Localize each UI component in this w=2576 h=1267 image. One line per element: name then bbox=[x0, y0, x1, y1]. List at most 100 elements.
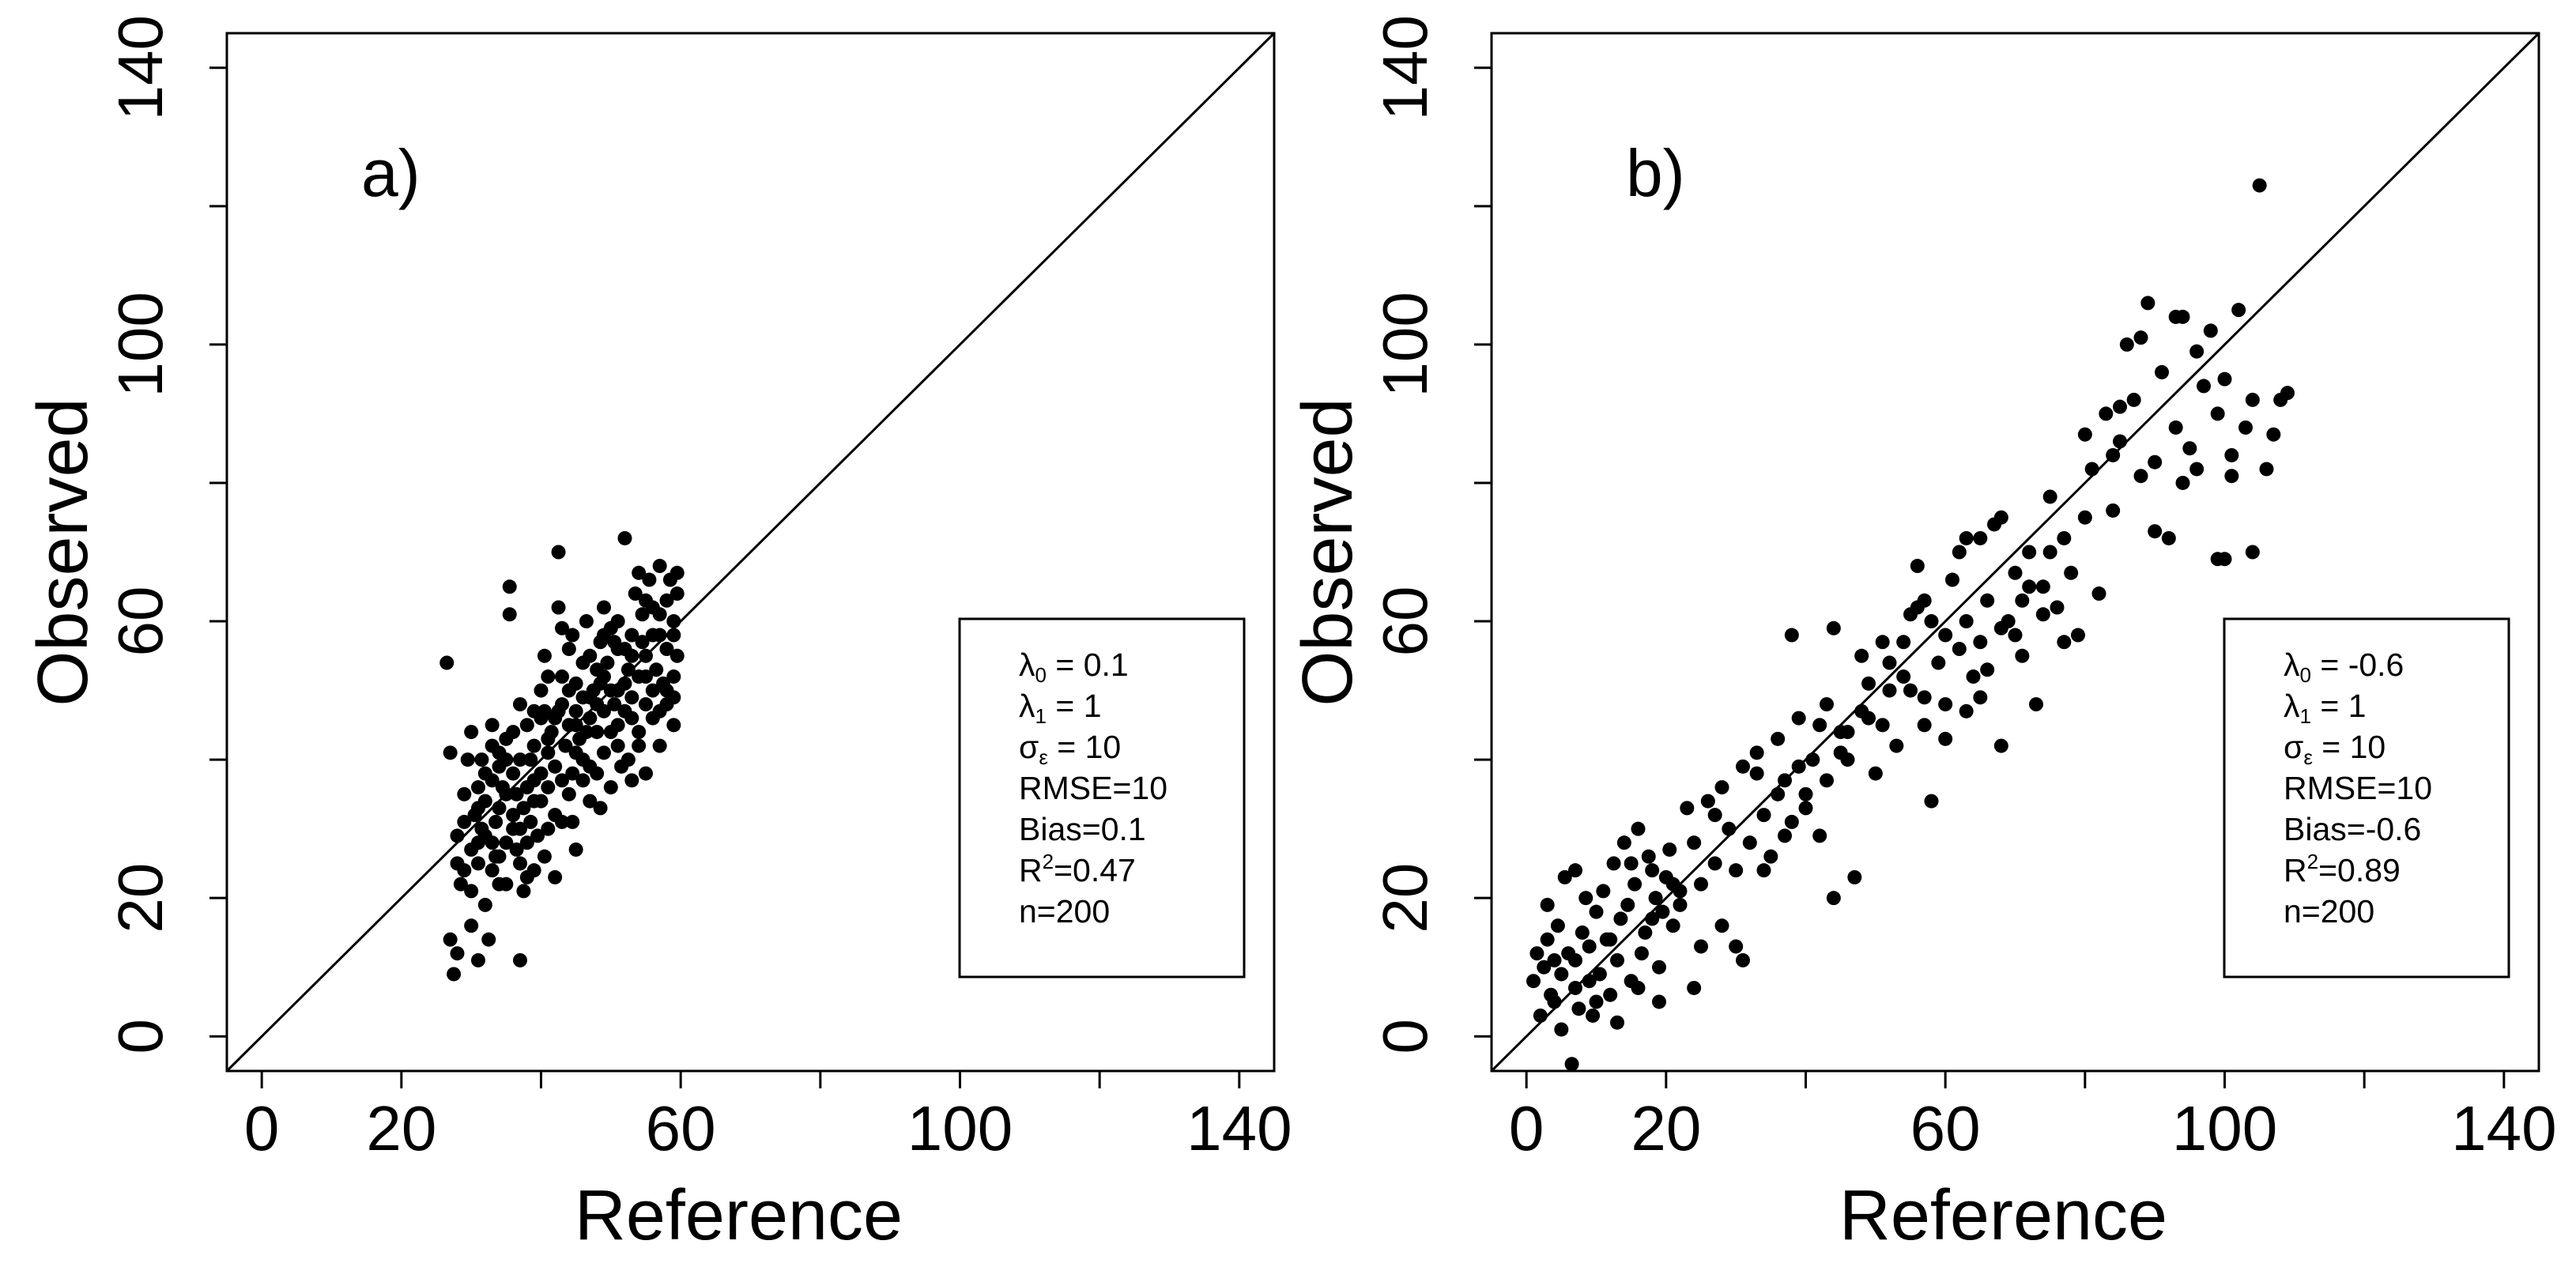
data-point bbox=[666, 669, 681, 684]
data-point bbox=[1736, 759, 1750, 774]
data-point bbox=[583, 759, 598, 774]
data-point bbox=[502, 579, 517, 594]
data-point bbox=[607, 635, 622, 650]
x-tick-label: 140 bbox=[1186, 1093, 1292, 1163]
stat-value: Bias=0.1 bbox=[1019, 811, 1146, 847]
stat-subscript: 1 bbox=[1035, 704, 1047, 728]
data-point bbox=[652, 559, 667, 574]
stat-superscript: 2 bbox=[1043, 850, 1054, 873]
data-point bbox=[1589, 904, 1604, 919]
data-point bbox=[1582, 974, 1597, 989]
data-point bbox=[492, 849, 507, 864]
data-point bbox=[1665, 877, 1680, 892]
data-point bbox=[2280, 386, 2295, 401]
data-point bbox=[1756, 863, 1771, 878]
stat-value: n=200 bbox=[2284, 893, 2374, 930]
data-point bbox=[1771, 786, 1786, 801]
y-tick-label: 100 bbox=[105, 292, 175, 397]
data-point bbox=[1694, 877, 1708, 892]
data-point bbox=[2015, 648, 2030, 663]
data-point bbox=[2057, 635, 2072, 650]
data-point bbox=[597, 628, 611, 643]
data-point bbox=[1613, 911, 1628, 926]
data-point bbox=[1627, 877, 1643, 892]
x-tick-label: 0 bbox=[1509, 1093, 1544, 1163]
data-point bbox=[600, 655, 615, 670]
data-points bbox=[439, 530, 685, 982]
data-point bbox=[1861, 676, 1876, 691]
data-point bbox=[2042, 545, 2057, 560]
panel-label: a) bbox=[361, 136, 421, 210]
data-point bbox=[1854, 648, 1869, 663]
data-point bbox=[2071, 628, 2085, 643]
data-point bbox=[534, 683, 549, 698]
data-point bbox=[2042, 489, 2057, 504]
data-point bbox=[597, 703, 611, 718]
data-point bbox=[1917, 690, 1932, 705]
data-point bbox=[1694, 939, 1708, 954]
data-point bbox=[632, 565, 647, 580]
data-point bbox=[460, 752, 475, 767]
data-point bbox=[1952, 545, 1967, 560]
data-point bbox=[519, 869, 534, 884]
data-point bbox=[2113, 434, 2127, 449]
data-point bbox=[555, 669, 569, 684]
data-point bbox=[502, 607, 517, 622]
stat-value: = 10 bbox=[2313, 729, 2386, 765]
data-point bbox=[530, 828, 545, 843]
data-point bbox=[1756, 808, 1771, 823]
data-point bbox=[1665, 918, 1680, 933]
legend-box bbox=[2223, 617, 2510, 979]
x-tick-label: 20 bbox=[1631, 1093, 1701, 1163]
data-point bbox=[526, 738, 541, 753]
data-point bbox=[1578, 891, 1593, 906]
stat-value: Bias=-0.6 bbox=[2284, 811, 2421, 847]
data-point bbox=[471, 856, 485, 871]
data-point bbox=[593, 676, 608, 691]
data-point bbox=[1568, 863, 1582, 878]
data-point bbox=[632, 725, 647, 740]
stat-symbol: λ bbox=[2284, 647, 2300, 683]
data-point bbox=[1959, 614, 1974, 629]
data-point bbox=[666, 628, 681, 643]
data-point bbox=[579, 614, 594, 629]
y-tick-label: 20 bbox=[1370, 863, 1440, 933]
data-point bbox=[565, 628, 580, 643]
data-point bbox=[1791, 711, 1806, 726]
data-point bbox=[1812, 718, 1827, 733]
data-point bbox=[2106, 447, 2121, 462]
panel-label: b) bbox=[1626, 136, 1685, 210]
data-point bbox=[2197, 379, 2211, 394]
data-point bbox=[509, 786, 524, 801]
data-point bbox=[1592, 967, 1607, 982]
panel-a: 0 20 60 100 14002060100140ReferenceObserveda… bbox=[24, 15, 1292, 1255]
data-point bbox=[485, 835, 500, 850]
stat-value: = 1 bbox=[1047, 688, 1102, 724]
data-point bbox=[551, 600, 566, 615]
data-point bbox=[1582, 939, 1597, 954]
data-point bbox=[443, 745, 458, 760]
stat-line: λ1 = 1 bbox=[1019, 688, 1102, 728]
data-point bbox=[2077, 427, 2092, 442]
data-point bbox=[541, 731, 556, 746]
stat-superscript: 2 bbox=[2307, 850, 2318, 873]
data-point bbox=[2119, 337, 2134, 352]
data-point bbox=[1554, 967, 1569, 982]
stat-subscript: ε bbox=[2303, 745, 2313, 769]
data-point bbox=[1603, 932, 1618, 947]
data-point bbox=[1973, 635, 1988, 650]
data-point bbox=[669, 586, 685, 601]
data-point bbox=[1763, 849, 1778, 864]
data-point bbox=[1966, 669, 1981, 684]
data-point bbox=[526, 794, 541, 809]
stat-line: σε = 10 bbox=[1019, 729, 1121, 769]
stat-line: RMSE=10 bbox=[1019, 770, 1167, 806]
panel-b: 0 20 60 100 14002060100140ReferenceObservedb… bbox=[1288, 15, 2557, 1255]
data-point bbox=[2008, 628, 2023, 643]
data-point bbox=[583, 690, 598, 705]
x-tick-label: 60 bbox=[646, 1093, 716, 1163]
data-point bbox=[506, 766, 521, 781]
data-point bbox=[499, 877, 514, 892]
data-point bbox=[597, 600, 611, 615]
data-point bbox=[1540, 932, 1555, 947]
